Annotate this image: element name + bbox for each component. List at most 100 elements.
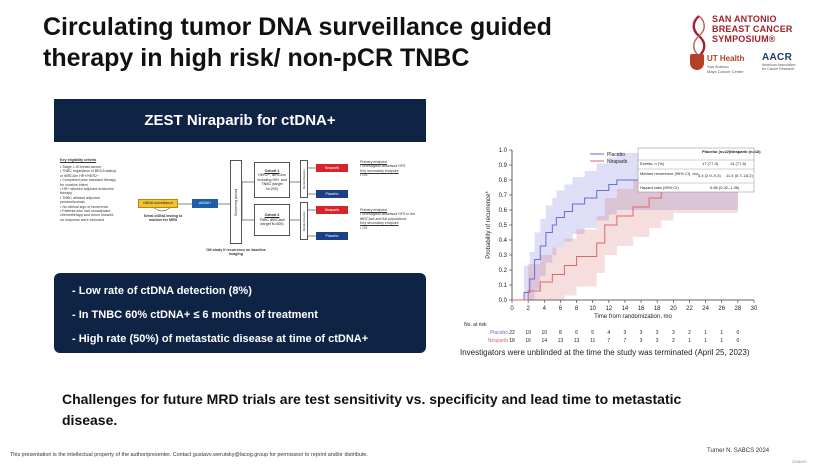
- x-tick-label: 4: [543, 306, 547, 312]
- screening-period-box: Screening period: [230, 160, 242, 244]
- at-risk-value: 6: [575, 330, 578, 336]
- at-risk-value: 3: [672, 330, 675, 336]
- ribbon-icon: [692, 15, 706, 57]
- y-tick-label: 0.8: [499, 178, 508, 184]
- x-tick-label: 14: [622, 306, 629, 312]
- at-risk-value: 1: [704, 330, 707, 336]
- table-cell: 17 (77.3): [702, 161, 719, 166]
- finding-item: - Low rate of ctDNA detection (8%): [72, 285, 252, 297]
- table-row-label: Median recurrence (95% CI), mo: [640, 171, 699, 176]
- x-tick-label: 8: [575, 306, 579, 312]
- at-risk-value: 4: [607, 330, 610, 336]
- primary-endpoint-label: Primary endpoint: [360, 160, 388, 164]
- placebo-line: [512, 177, 739, 301]
- randomization-box-2: Randomization: [300, 202, 308, 240]
- ut-shield-icon: [690, 54, 704, 70]
- findings-box: - Low rate of ctDNA detection (8%) - In …: [54, 273, 426, 353]
- ut-name: UT Health: [707, 54, 745, 63]
- legend-label: Niraparib: [607, 159, 628, 165]
- primary-endpoint-label: Primary endpoint: [360, 208, 388, 212]
- cohort-1-title: Cohort 1: [264, 168, 280, 173]
- y-tick-label: 0.6: [499, 208, 508, 214]
- at-risk-value: 7: [624, 338, 627, 344]
- slide-title: Circulating tumor DNA surveillance guide…: [43, 13, 552, 72]
- placebo-arm-2: Placebo: [316, 232, 348, 240]
- ut-sub-1: San Antonio: [707, 64, 729, 69]
- ctdna-positive-box: ctDNA+: [192, 199, 218, 208]
- primary-endpoint-value: • Investigator-assessed DFS: [360, 164, 406, 169]
- secondary-endpoint-label: Key secondary endpoint: [360, 168, 399, 173]
- placebo-arm-1: Placebo: [316, 190, 348, 198]
- finding-item: - High rate (50%) of metastatic disease …: [72, 333, 369, 345]
- y-tick-label: 0.2: [499, 268, 508, 274]
- x-tick-label: 20: [670, 306, 677, 312]
- aacr-name: AACR: [762, 52, 793, 63]
- sabcs-line-1: SAN ANTONIO: [712, 14, 777, 24]
- secondary-endpoint-value: • OS: [360, 225, 368, 230]
- x-tick-label: 10: [589, 306, 596, 312]
- aacr-sub-2: for Cancer Research: [762, 67, 795, 71]
- cohort-2-box: Cohort 2 TNBC tBRCAwt (target N=600): [254, 204, 290, 236]
- x-tick-label: 26: [718, 306, 725, 312]
- eligibility-item: • No clinical sign of recurrence: [60, 204, 109, 209]
- primary-endpoint-value: • Investigator-assessed DFS in the tBRCA…: [360, 212, 416, 221]
- at-risk-value: 22: [509, 330, 515, 336]
- eligibility-list: • Stage I–III breast cancer • TNBC regar…: [60, 165, 130, 222]
- secondary-endpoint-value: • OS: [360, 173, 368, 178]
- at-risk-value: 1: [720, 338, 723, 344]
- at-risk-title: No. at risk: [464, 322, 487, 328]
- cohort-2-endpoints: Primary endpoint • Investigator-assessed…: [360, 208, 424, 230]
- niraparib-line: [512, 180, 739, 301]
- y-tick-label: 0.3: [499, 253, 508, 259]
- y-tick-label: 1.0: [499, 148, 508, 154]
- at-risk-value: 13: [558, 338, 564, 344]
- x-tick-label: 12: [605, 306, 612, 312]
- sabcs-line-2: BREAST CANCER: [712, 24, 793, 34]
- eligibility-item: • Patients who had neoadjuvant: [60, 209, 111, 214]
- eligibility-item: • TNBC regardless of BRCA status): [60, 169, 117, 174]
- at-risk-value: 1: [720, 330, 723, 336]
- x-tick-label: 2: [526, 306, 530, 312]
- sabcs-line-3: SYMPOSIUM®: [712, 34, 776, 44]
- at-risk-value: 3: [656, 338, 659, 344]
- at-risk-value: 13: [574, 338, 580, 344]
- at-risk-value: 2: [672, 338, 675, 344]
- x-tick-label: 24: [702, 306, 709, 312]
- x-tick-label: 22: [686, 306, 693, 312]
- y-tick-label: 0.1: [499, 283, 508, 289]
- at-risk-value: 1: [704, 338, 707, 344]
- cohort-1-box: Cohort 1 HER2−, tBRCAm including HR+ and…: [254, 162, 290, 198]
- copyright-notice: This presentation is the intellectual pr…: [10, 452, 368, 458]
- diagram-connectors: [153, 167, 316, 237]
- at-risk-value: 3: [640, 330, 643, 336]
- x-tick-label: 6: [559, 306, 563, 312]
- eligibility-item: pembrolizumab: [60, 200, 85, 205]
- at-risk-value: 2: [688, 330, 691, 336]
- y-axis-label: Probability of recurrence*: [486, 191, 492, 259]
- eligibility-item: • HR+ allowed adjuvant endocrine: [60, 187, 115, 192]
- eligibility-item: no response were excluded: [60, 217, 104, 222]
- eligibility-item: • TNBC allowed adjuvant: [60, 195, 100, 200]
- y-tick-label: 0.5: [499, 223, 508, 229]
- legend-label: Placebo: [607, 152, 625, 158]
- at-risk-value: 3: [624, 330, 627, 336]
- aacr-sub-1: American Association: [762, 63, 796, 67]
- eligibility-item: for curative intent: [60, 182, 88, 187]
- citation: Turner N. SABCS 2024: [707, 448, 770, 454]
- eligibility-item: • Completed prior standard therapy: [60, 178, 116, 183]
- y-tick-label: 0.0: [499, 298, 508, 304]
- table-cell: 5.4 (2.9–9.3): [698, 173, 721, 178]
- serial-testing-label: Serial ctDNA testing to monitor for MRD: [143, 214, 183, 223]
- km-summary-table: [637, 147, 755, 193]
- sabcs-logo: SAN ANTONIO BREAST CANCER SYMPOSIUM®: [688, 14, 818, 58]
- table-header-placebo: Placebo (n=22): [702, 149, 731, 154]
- at-risk-value: 0: [736, 330, 739, 336]
- at-risk-value: 19: [525, 330, 531, 336]
- at-risk-value: 10: [541, 330, 547, 336]
- x-tick-label: 28: [735, 306, 742, 312]
- at-risk-label: Placebo: [490, 330, 508, 336]
- x-tick-label: 16: [638, 306, 645, 312]
- slide-tag: 23/46/0/0: [792, 460, 807, 464]
- at-risk-value: 8: [559, 330, 562, 336]
- challenge-statement: Challenges for future MRD trials are tes…: [62, 391, 682, 428]
